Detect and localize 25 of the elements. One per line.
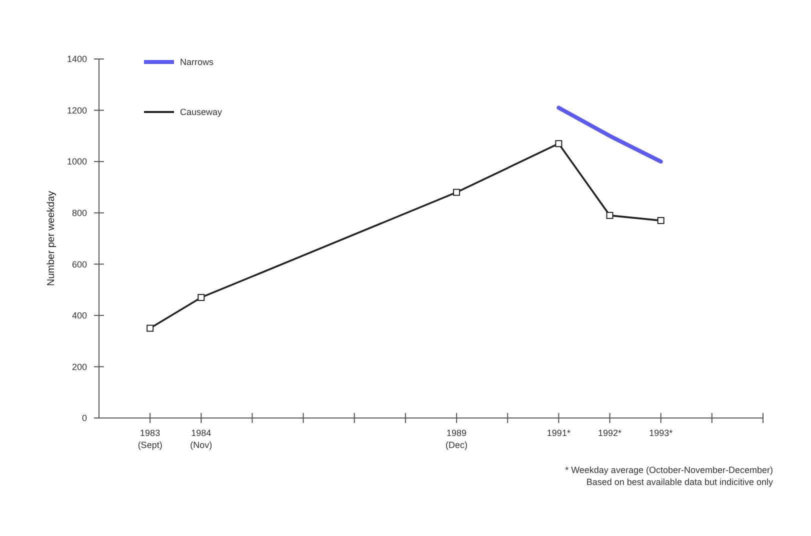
- point: [606, 212, 614, 219]
- text: Based on best available data but indicitive only: [586, 477, 774, 487]
- x-tick-label: 1989 (Dec): [446, 428, 468, 450]
- text: * Weekday average (October-November-December): [565, 465, 773, 475]
- point: [198, 294, 205, 301]
- y-tick-label: 0: [82, 413, 87, 424]
- legend-label: Causeway: [180, 107, 223, 118]
- x-tick-label: 1983 (Sept): [138, 428, 162, 450]
- y-tick-label: 200: [72, 362, 87, 372]
- y-tick-label: 1200: [66, 105, 87, 116]
- x-tick-label: 1992*: [598, 428, 622, 438]
- point: [555, 140, 562, 148]
- y-axis-title: Number per weekday: [46, 190, 57, 286]
- y-tick-label: 600: [72, 259, 87, 270]
- x-tick-label: 1993*: [649, 428, 674, 438]
- y-tick-label: 400: [72, 310, 87, 321]
- y-tick-label: 1400: [66, 54, 87, 64]
- legend-label: Narrows: [180, 57, 214, 68]
- x-tick-label: 1991*: [546, 428, 571, 438]
- point: [657, 217, 664, 224]
- point: [453, 188, 460, 196]
- y-tick-label: 1000: [66, 156, 87, 167]
- point: [146, 324, 154, 332]
- x-tick-label: 1984 (Nov): [190, 428, 212, 450]
- y-tick-label: 800: [72, 208, 87, 218]
